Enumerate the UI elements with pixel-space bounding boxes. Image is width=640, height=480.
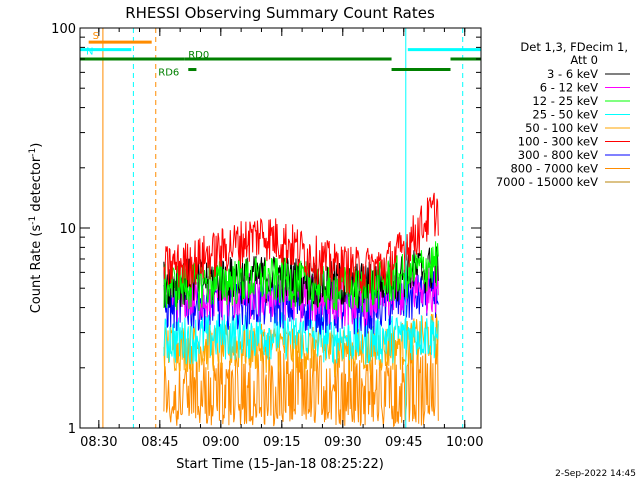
y-axis-ticks: 1 10 100 xyxy=(51,22,481,437)
legend-label-3: 25 - 50 keV xyxy=(532,108,598,122)
y-tick-label-1: 1 xyxy=(68,422,76,437)
state-bar-label-rd0: RD0 xyxy=(188,50,209,61)
state-bar-layer: SN RD0 RD6 xyxy=(80,31,481,79)
x-axis-ticks: 08:30 08:45 09:00 09:15 09:30 09:45 10:00 xyxy=(80,28,483,450)
y-axis-label-sup2: -1 xyxy=(28,148,38,157)
legend-label-2: 12 - 25 keV xyxy=(532,94,598,108)
state-bar-label-s: S xyxy=(93,31,99,42)
legend-label-5: 100 - 300 keV xyxy=(518,135,598,149)
y-axis-label-sup1: -1 xyxy=(28,216,38,225)
legend-header-line1: Det 1,3, FDecim 1, xyxy=(520,40,628,54)
y-axis-label-part1: Count Rate (s xyxy=(29,225,44,314)
legend-header-line2: Att 0 xyxy=(570,53,598,67)
series-layer xyxy=(163,192,439,428)
x-tick-label-0945: 09:45 xyxy=(385,435,422,450)
y-tick-label-10: 10 xyxy=(59,222,76,237)
series-800-7000-keV xyxy=(163,341,439,428)
plot-area: SN RD0 RD6 xyxy=(79,28,481,428)
x-tick-label-0930: 09:30 xyxy=(324,435,361,450)
legend-label-8: 7000 - 15000 keV xyxy=(496,175,598,189)
x-tick-label-0830: 08:30 xyxy=(80,435,117,450)
y-axis-label-part2: detector xyxy=(29,156,44,216)
y-tick-label-100: 100 xyxy=(51,22,76,37)
legend-label-0: 3 - 6 keV xyxy=(547,67,598,81)
x-tick-label-0845: 08:45 xyxy=(141,435,178,450)
series-100-300-keV xyxy=(163,192,439,295)
chart-title: RHESSI Observing Summary Count Rates xyxy=(125,4,435,22)
y-axis-label: Count Rate (s-1 detector-1) xyxy=(28,143,44,314)
y-axis-label-close: ) xyxy=(29,143,44,148)
legend-label-4: 50 - 100 keV xyxy=(525,121,598,135)
x-axis-label: Start Time (15-Jan-18 08:25:22) xyxy=(176,457,384,472)
x-tick-label-0915: 09:15 xyxy=(263,435,300,450)
x-tick-label-0900: 09:00 xyxy=(202,435,239,450)
footer-date: 2-Sep-2022 14:45 xyxy=(555,469,636,479)
legend-label-1: 6 - 12 keV xyxy=(540,81,598,95)
x-tick-label-1000: 10:00 xyxy=(446,435,483,450)
legend-label-7: 800 - 7000 keV xyxy=(510,162,598,176)
state-bar-label-n: N xyxy=(86,47,93,58)
state-bar-label-rd6: RD6 xyxy=(158,68,179,79)
legend-label-6: 300 - 800 keV xyxy=(518,148,598,162)
